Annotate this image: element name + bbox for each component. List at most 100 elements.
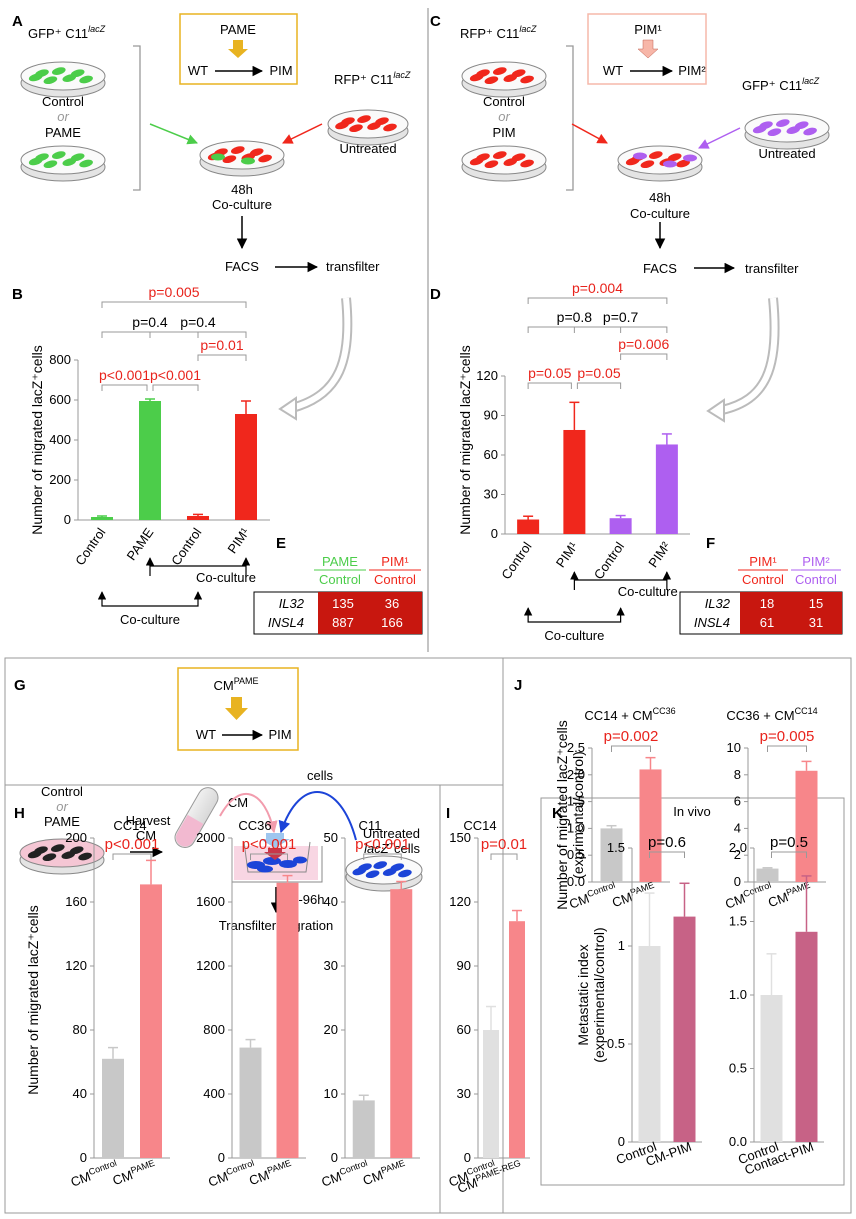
cell-icon xyxy=(382,868,397,876)
blue-curve-arrow-icon xyxy=(278,791,357,841)
cell-icon xyxy=(663,160,677,168)
y-tick-label: 120 xyxy=(65,958,87,973)
dish-c-or-label: or xyxy=(498,109,510,124)
y-axis-label: Number of migrated lacZ⁺cells xyxy=(457,345,473,534)
down-arrow-icon xyxy=(637,39,659,59)
y-axis-label: (experimental/control) xyxy=(591,927,607,1062)
y-axis-label: Metastatic index xyxy=(575,944,591,1045)
test-tube-icon xyxy=(174,787,219,849)
chart-b: 0 200 400 600 800 Control PAME Control PIM¹ p<0.0… xyxy=(29,284,270,627)
p-value-label: p=0.002 xyxy=(604,728,659,745)
y-tick-label: 0.0 xyxy=(729,1134,747,1149)
cell-icon xyxy=(640,160,655,169)
box-c xyxy=(587,13,707,85)
p-value-label: p<0.001 xyxy=(242,836,297,853)
p-value-label: p=0.05 xyxy=(577,365,620,381)
gray-curve-arrow-icon xyxy=(290,297,353,413)
chart-h1: 04080120160200CMControlCMPAMECC14p<0.001… xyxy=(25,818,170,1190)
y-tick-label: 400 xyxy=(203,1086,225,1101)
panel-letter-k: K xyxy=(552,805,563,822)
sig-bracket xyxy=(112,853,152,860)
table-f-col1-bottom: Control xyxy=(742,572,784,587)
p-value-label: p=0.005 xyxy=(760,728,815,745)
harvest-cm-label: CM xyxy=(136,828,156,843)
g-pame-label: PAME xyxy=(44,814,80,829)
box-g xyxy=(177,667,299,751)
dish-a-top xyxy=(20,61,106,98)
coculture-time: 48h xyxy=(649,190,671,205)
bar xyxy=(235,414,257,520)
y-tick-label: 10 xyxy=(727,740,741,755)
y-tick-label: 400 xyxy=(49,432,71,447)
box-g-wt: WT xyxy=(196,727,216,742)
panel-letter-c: C xyxy=(430,13,441,30)
cell-icon xyxy=(383,123,397,132)
y-axis-label: Number of migrated lacZ⁺cells xyxy=(25,905,41,1094)
bar xyxy=(639,769,662,882)
bracket-c xyxy=(566,45,574,191)
facs-label: FACS xyxy=(643,261,677,276)
down-arrow-icon xyxy=(225,697,248,720)
cell-icon xyxy=(241,157,255,165)
cell-icon xyxy=(43,76,58,85)
y-tick-label: 0 xyxy=(80,1150,87,1165)
sig-bracket xyxy=(197,354,247,361)
cell-icon xyxy=(61,851,76,859)
x-tick-label: Control xyxy=(591,539,627,582)
y-tick-label: 120 xyxy=(476,368,498,383)
untreated-label: Untreated xyxy=(363,826,420,841)
y-tick-label: 800 xyxy=(203,1022,225,1037)
bar xyxy=(390,889,413,1158)
bar xyxy=(483,1030,499,1158)
dish-c-bottom xyxy=(461,145,547,182)
box-a-agent: PAME xyxy=(220,22,256,37)
table-cell: 31 xyxy=(809,615,823,630)
g-or-label: or xyxy=(56,799,68,814)
x-tick-label: PIM¹ xyxy=(553,539,581,571)
x-tick-label: CMPAME xyxy=(610,880,658,910)
table-cell: 15 xyxy=(809,596,823,611)
chart-title: CC36 xyxy=(238,818,271,833)
cell-icon xyxy=(503,74,518,82)
cell-icon xyxy=(520,159,534,168)
table-cell: 887 xyxy=(332,615,354,630)
y-tick-label: 1200 xyxy=(196,958,225,973)
cell-icon xyxy=(51,151,66,159)
panel-c: C RFP⁺ C11lacZ Control or PIM PIM¹ WT PI… xyxy=(430,13,830,276)
y-tick-label: 200 xyxy=(49,472,71,487)
rfp-label: RFP⁺ C11lacZ xyxy=(334,70,411,87)
untreated-cells-label: lacZ+cells xyxy=(364,839,420,856)
table-e: E PAME Control PIM¹ Control IL32 INSL4 1… xyxy=(253,535,423,635)
sig-bracket xyxy=(771,851,807,858)
bar xyxy=(795,770,818,882)
table-row: INSL4 xyxy=(694,615,730,630)
y-tick-label: 2.5 xyxy=(567,740,585,755)
panel-k-frame xyxy=(540,797,845,1186)
p-value-label: p=0.4 xyxy=(180,314,216,330)
purple-arrow-icon xyxy=(698,127,741,149)
y-tick-label: 60 xyxy=(484,447,498,462)
p-value-label: p=0.004 xyxy=(572,280,623,296)
p-value-label: p<0.001 xyxy=(355,836,410,853)
red-arrow-icon xyxy=(571,123,608,144)
cell-icon xyxy=(648,151,663,159)
x-tick-label: Control xyxy=(498,539,534,582)
migration-label: Transfilter migration xyxy=(219,918,333,933)
bar xyxy=(102,1058,124,1158)
cell-icon xyxy=(520,75,534,84)
bracket-a xyxy=(133,45,141,191)
y-tick-label: 40 xyxy=(73,1086,87,1101)
p-value-label: p=0.006 xyxy=(618,336,669,352)
y-tick-label: 120 xyxy=(449,894,471,909)
cell-icon xyxy=(469,73,484,82)
cell-icon xyxy=(492,151,507,159)
panel-letter-a: A xyxy=(12,13,23,30)
sig-bracket xyxy=(250,853,288,860)
y-tick-label: 150 xyxy=(449,830,471,845)
cell-icon xyxy=(803,127,817,136)
dish-a-bottom xyxy=(20,145,106,182)
cell-icon xyxy=(484,76,499,85)
dish-c-control-label: Control xyxy=(483,94,525,109)
coculture-label: Co-culture xyxy=(120,612,180,627)
